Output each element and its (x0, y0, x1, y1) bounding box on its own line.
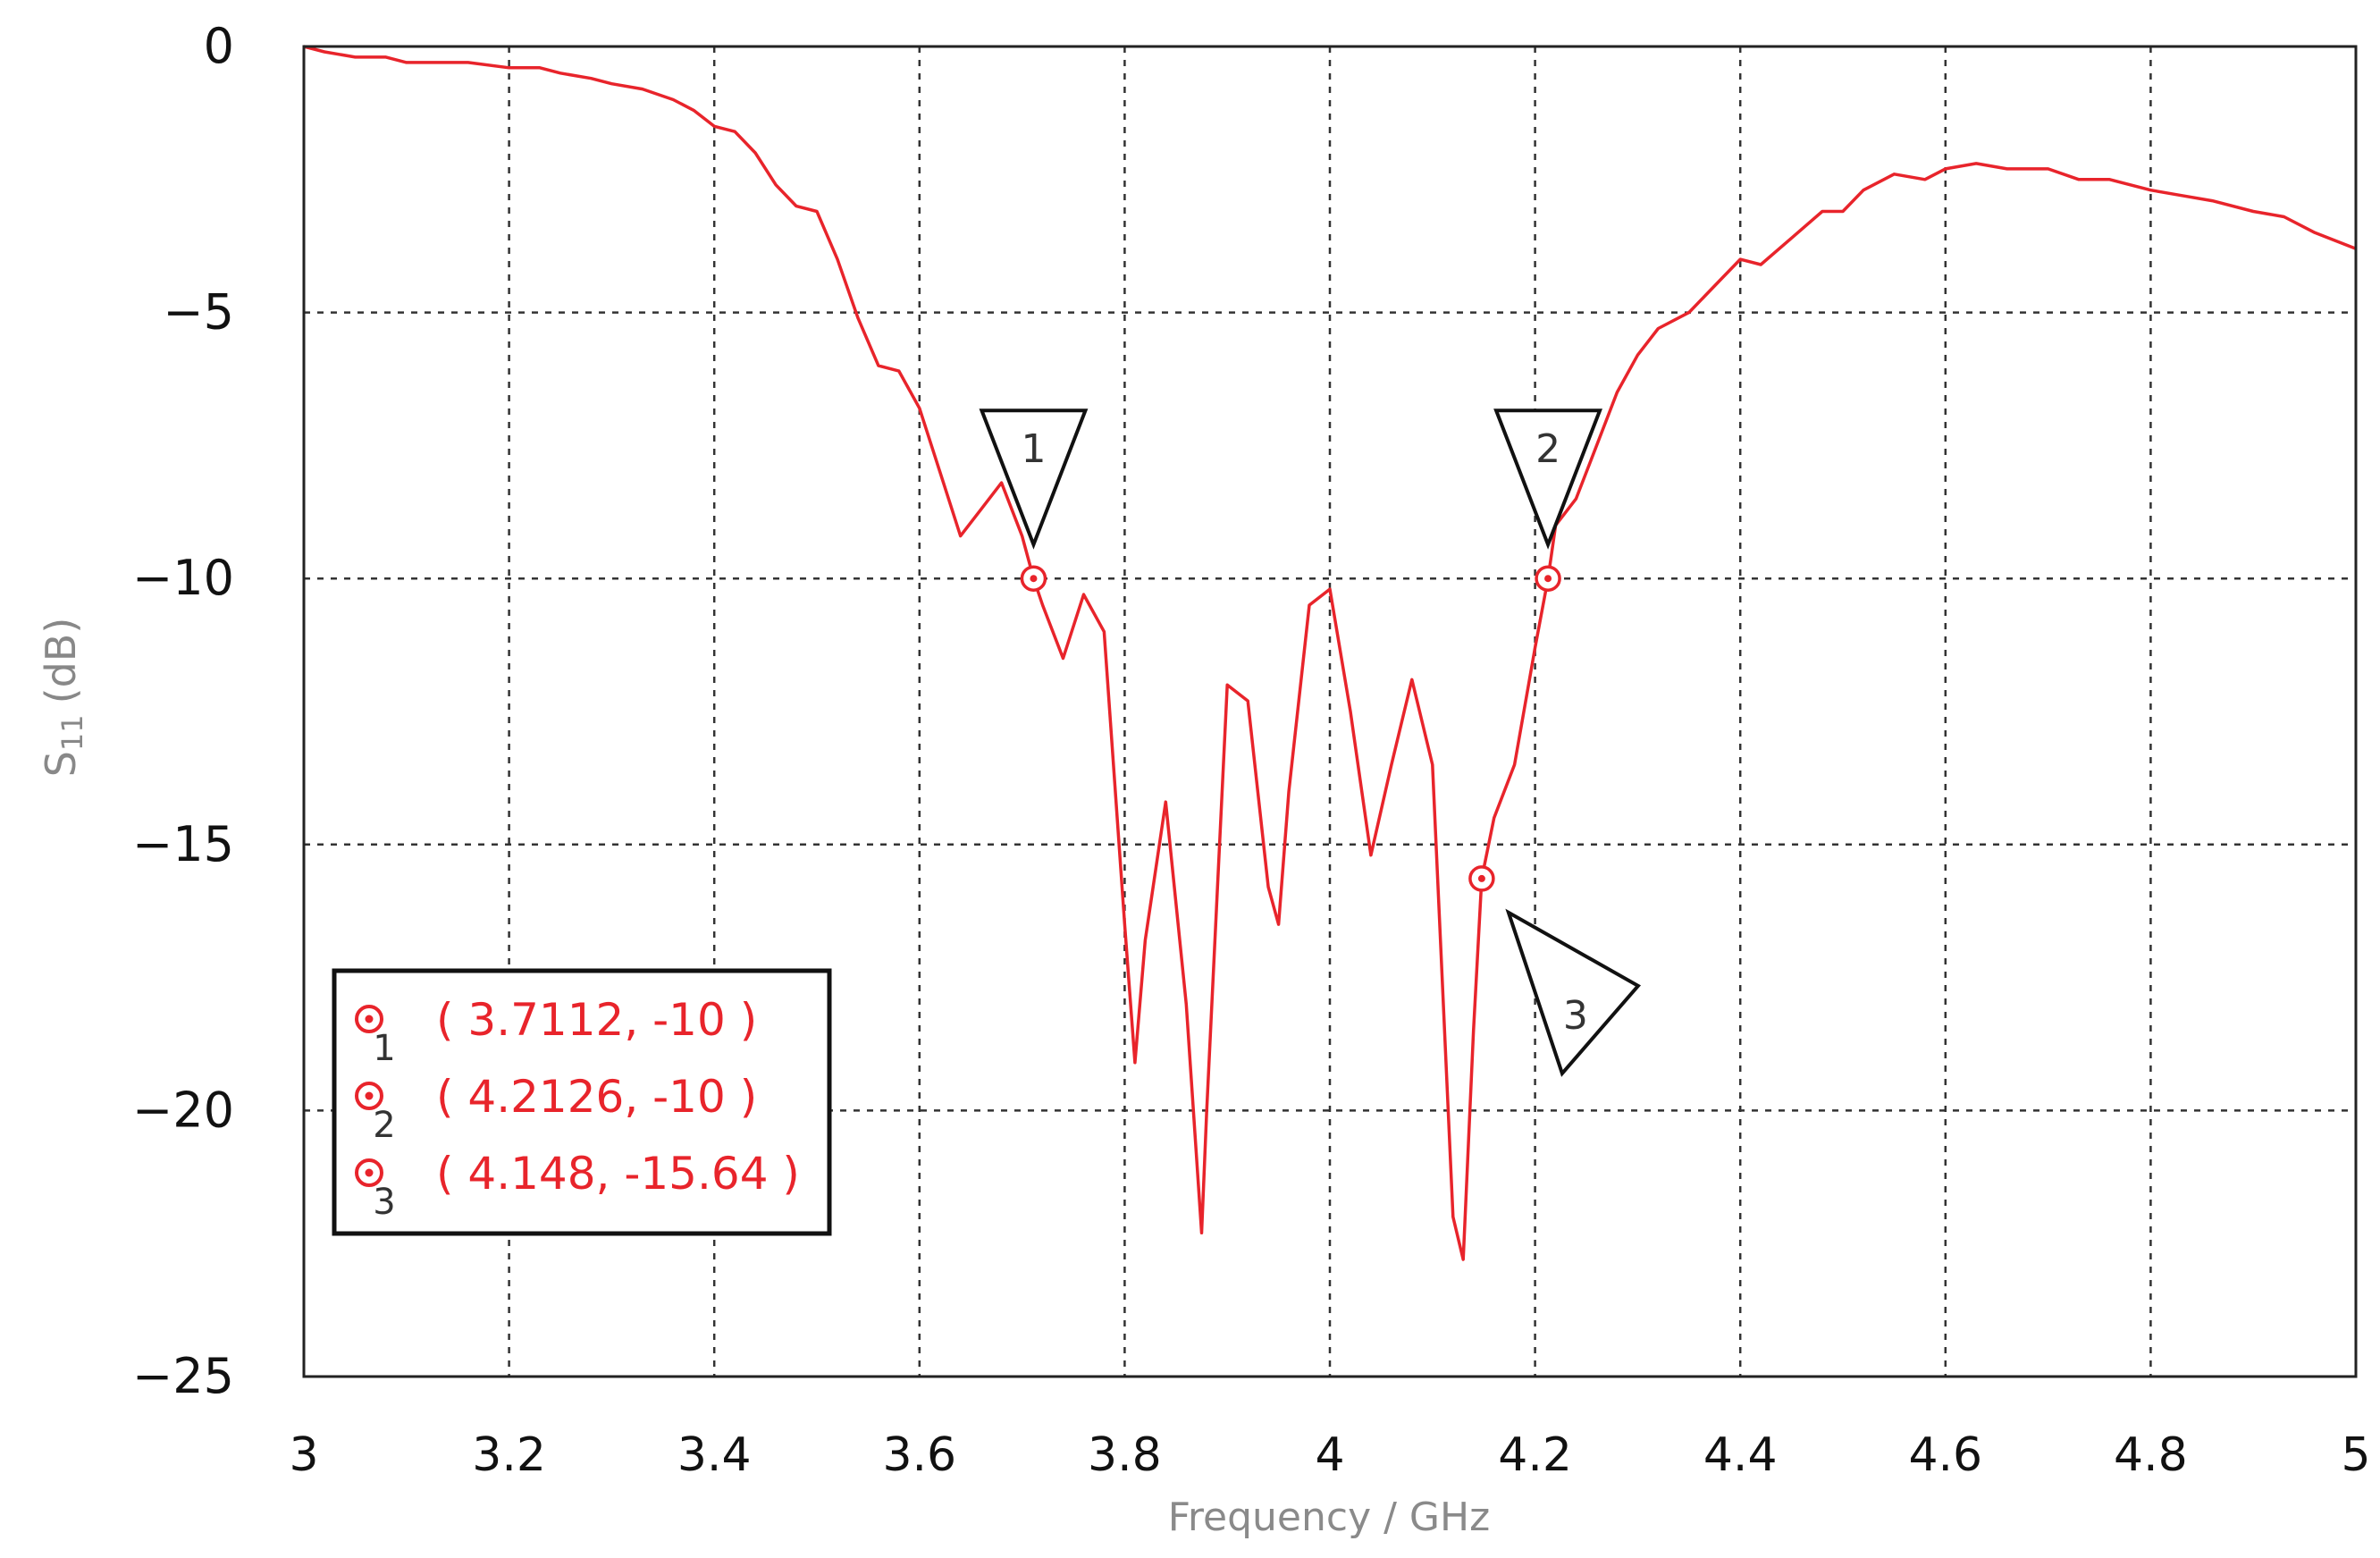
marker-layer: 1 2 3 (979, 408, 1642, 1077)
y-tick-label: −15 (132, 816, 234, 872)
x-tick-label: 3.8 (1088, 1428, 1162, 1482)
legend-marker-value: ( 3.7112, -10 ) (436, 994, 757, 1046)
legend-marker-number: 3 (373, 1182, 395, 1223)
legend-marker-icon-center (365, 1091, 374, 1100)
y-tick-label: −5 (163, 284, 234, 341)
y-axis-label-unit: (dB) (37, 618, 85, 704)
x-tick-label: 3.2 (472, 1428, 546, 1482)
marker-flag-number: 2 (1535, 426, 1560, 472)
marker-flag (979, 408, 1089, 550)
legend-marker-icon-center (365, 1015, 374, 1023)
x-tick-label: 3.6 (882, 1428, 956, 1482)
legend-marker-number: 1 (373, 1028, 395, 1069)
x-tick-label: 4 (1315, 1428, 1344, 1482)
x-tick-label: 5 (2341, 1428, 2370, 1482)
marker-point-center (1030, 575, 1038, 583)
x-tick-label: 4.6 (1908, 1428, 1982, 1482)
marker-flag-number: 3 (1563, 993, 1588, 1039)
y-tick-label: −10 (132, 550, 234, 606)
y-axis-label-main: S (37, 751, 85, 777)
x-tick-label: 4.4 (1703, 1428, 1778, 1482)
marker-point-center (1477, 874, 1485, 882)
y-tick-label: 0 (204, 18, 234, 74)
marker-flag (1505, 908, 1642, 1077)
marker-flag (1493, 408, 1602, 550)
legend-marker-number: 2 (373, 1105, 395, 1146)
y-tick-label: −25 (132, 1348, 234, 1404)
plot-frame (302, 45, 2358, 1378)
y-axis-label: S11 (dB) (37, 618, 89, 778)
marker-point-center (1544, 575, 1552, 583)
s11-curve (303, 45, 2357, 1261)
legend-marker-icon-center (365, 1168, 374, 1177)
y-axis-label-subscript: 11 (55, 714, 89, 751)
x-tick-label: 4.8 (2114, 1428, 2188, 1482)
x-axis-label: Frequency / GHz (1168, 1495, 1490, 1540)
x-tick-label: 3 (289, 1428, 318, 1482)
legend-marker-value: ( 4.148, -15.64 ) (436, 1148, 800, 1200)
x-tick-label: 3.4 (677, 1428, 752, 1482)
legend-box (332, 968, 832, 1236)
y-tick-labels: 0 −5 −10 −15 −20 −25 (132, 18, 234, 1404)
x-tick-labels: 3 3.2 3.4 3.6 3.8 4 4.2 4.4 4.6 4.8 5 (289, 1428, 2370, 1482)
marker-flag-number: 1 (1021, 426, 1046, 472)
y-tick-label: −20 (132, 1082, 234, 1138)
legend-marker-value: ( 4.2126, -10 ) (436, 1071, 757, 1123)
marker-legend: 1 ( 3.7112, -10 ) 2 ( 4.2126, -10 ) 3 ( 4.148… (332, 968, 832, 1236)
x-tick-label: 4.2 (1498, 1428, 1572, 1482)
